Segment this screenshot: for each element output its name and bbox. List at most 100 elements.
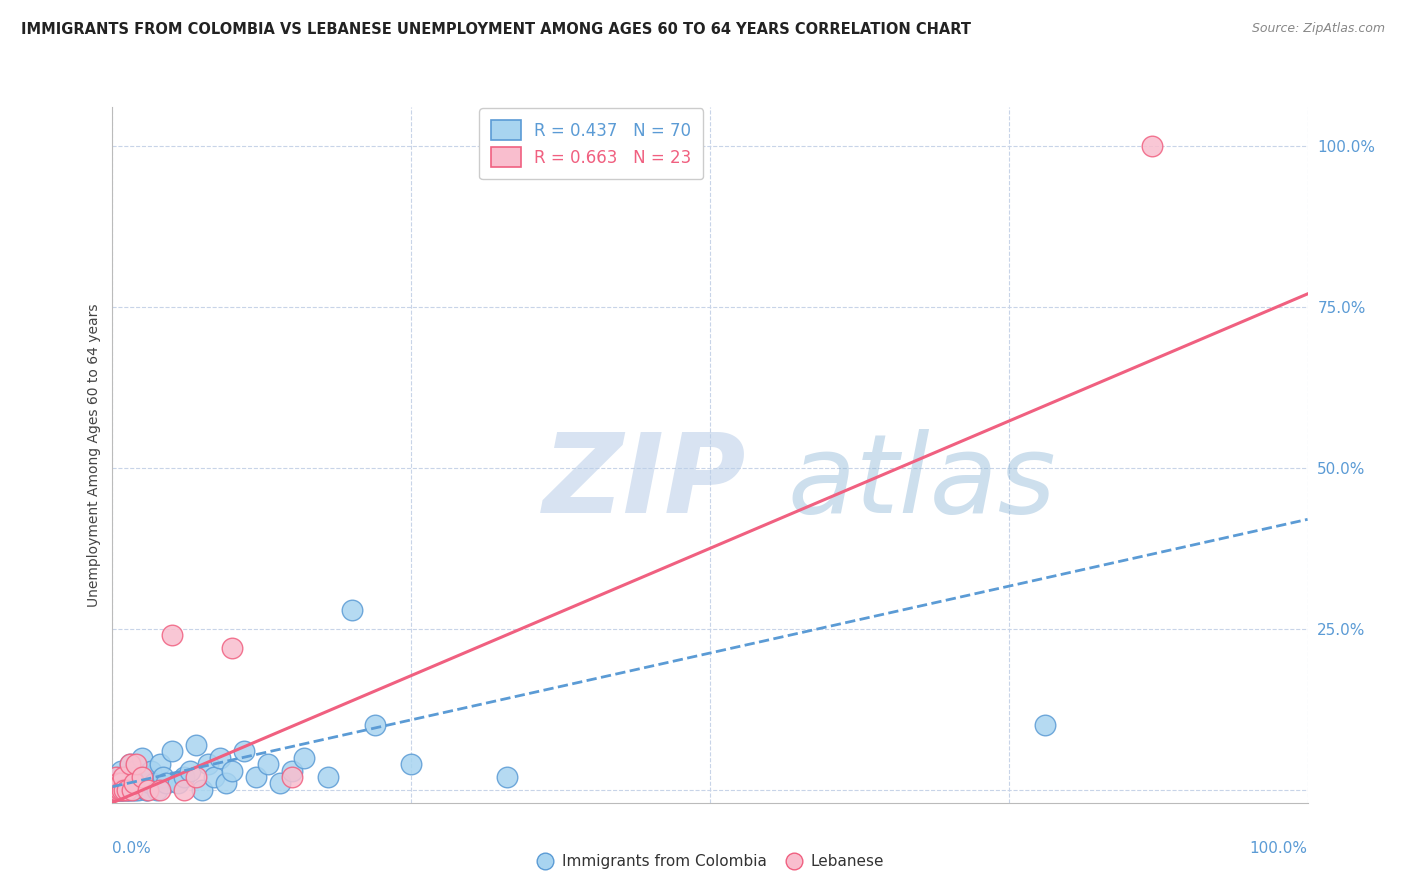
Point	[127, 783, 149, 797]
Point	[202, 770, 225, 784]
Point	[173, 770, 195, 784]
Legend: Immigrants from Colombia, Lebanese: Immigrants from Colombia, Lebanese	[530, 848, 890, 875]
Point	[124, 783, 146, 797]
Point	[108, 770, 131, 784]
Point	[208, 750, 231, 764]
Point	[105, 770, 128, 784]
Point	[125, 757, 148, 772]
Point	[155, 776, 177, 790]
Point	[269, 776, 291, 790]
Point	[115, 783, 138, 797]
Point	[112, 770, 135, 784]
Point	[173, 783, 195, 797]
Point	[281, 770, 304, 784]
Point	[117, 770, 139, 784]
Point	[110, 764, 132, 778]
Point	[105, 783, 128, 797]
Point	[104, 783, 127, 797]
Point	[186, 770, 208, 784]
Point	[138, 776, 160, 790]
Point	[107, 783, 129, 797]
Point	[128, 776, 150, 790]
Point	[143, 776, 166, 790]
Point	[136, 783, 159, 797]
Point	[108, 783, 131, 797]
Point	[281, 764, 304, 778]
Point	[121, 776, 143, 790]
Point	[121, 783, 143, 797]
Point	[1033, 718, 1056, 732]
Point	[135, 783, 157, 797]
Point	[215, 776, 238, 790]
Point	[340, 602, 363, 616]
Point	[292, 750, 315, 764]
Point	[120, 783, 142, 797]
Point	[149, 757, 172, 772]
Text: atlas: atlas	[787, 429, 1056, 536]
Point	[122, 764, 145, 778]
Point	[114, 776, 135, 790]
Point	[121, 776, 143, 790]
Point	[122, 776, 145, 790]
Point	[245, 770, 267, 784]
Point	[132, 770, 155, 784]
Point	[149, 783, 172, 797]
Point	[145, 783, 167, 797]
Point	[129, 776, 152, 790]
Point	[115, 783, 138, 797]
Point	[105, 783, 128, 797]
Text: ZIP: ZIP	[543, 429, 747, 536]
Point	[139, 764, 162, 778]
Point	[496, 770, 519, 784]
Point	[104, 783, 127, 797]
Point	[401, 757, 423, 772]
Point	[186, 738, 208, 752]
Point	[111, 783, 134, 797]
Point	[120, 757, 142, 772]
Point	[232, 744, 256, 758]
Point	[131, 750, 153, 764]
Point	[167, 776, 190, 790]
Point	[257, 757, 280, 772]
Point	[114, 783, 136, 797]
Text: 0.0%: 0.0%	[112, 841, 152, 856]
Point	[197, 757, 219, 772]
Point	[114, 783, 135, 797]
Point	[125, 770, 148, 784]
Point	[105, 776, 128, 790]
Point	[107, 770, 129, 784]
Point	[103, 780, 125, 794]
Point	[121, 783, 143, 797]
Point	[1140, 138, 1163, 153]
Point	[121, 770, 143, 784]
Text: 100.0%: 100.0%	[1250, 841, 1308, 856]
Point	[131, 770, 153, 784]
Y-axis label: Unemployment Among Ages 60 to 64 years: Unemployment Among Ages 60 to 64 years	[87, 303, 101, 607]
Point	[120, 757, 142, 772]
Point	[138, 783, 160, 797]
Point	[179, 764, 201, 778]
Point	[105, 783, 128, 797]
Point	[221, 641, 243, 656]
Point	[112, 783, 135, 797]
Point	[364, 718, 387, 732]
Point	[110, 783, 132, 797]
Point	[111, 783, 134, 797]
Point	[138, 770, 160, 784]
Point	[162, 744, 183, 758]
Point	[110, 776, 132, 790]
Point	[221, 764, 243, 778]
Point	[105, 776, 128, 790]
Text: Source: ZipAtlas.com: Source: ZipAtlas.com	[1251, 22, 1385, 36]
Point	[112, 770, 135, 784]
Point	[118, 783, 141, 797]
Point	[104, 780, 127, 794]
Point	[162, 628, 183, 642]
Text: IMMIGRANTS FROM COLOMBIA VS LEBANESE UNEMPLOYMENT AMONG AGES 60 TO 64 YEARS CORR: IMMIGRANTS FROM COLOMBIA VS LEBANESE UNE…	[21, 22, 972, 37]
Point	[152, 770, 174, 784]
Point	[191, 783, 214, 797]
Point	[108, 783, 131, 797]
Point	[107, 776, 129, 790]
Point	[117, 776, 139, 790]
Point	[316, 770, 339, 784]
